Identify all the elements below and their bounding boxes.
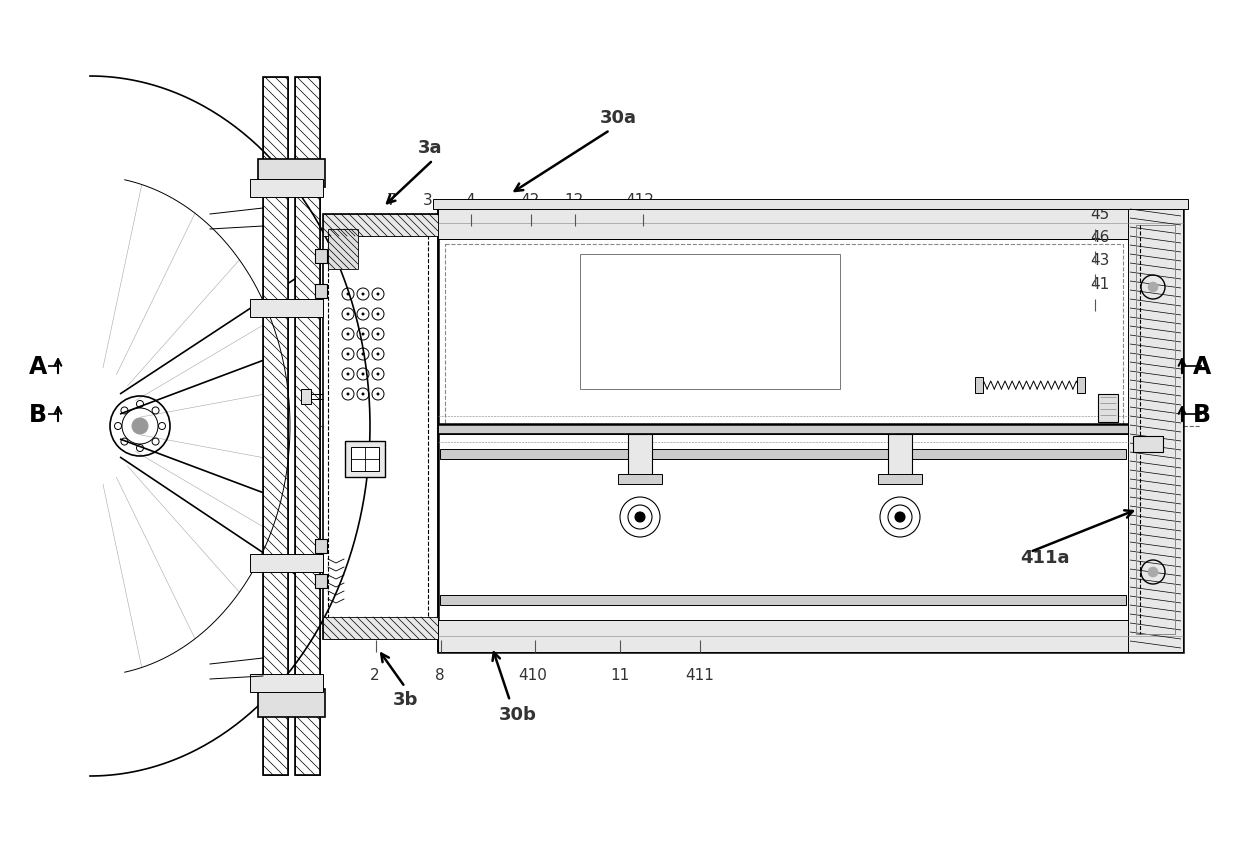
Bar	[433, 200, 1188, 210]
Bar	[438, 208, 1183, 653]
Bar	[322, 618, 438, 639]
Bar	[315, 574, 327, 589]
Bar	[345, 442, 384, 478]
Bar	[888, 434, 911, 479]
Circle shape	[362, 353, 365, 356]
Bar	[250, 180, 322, 198]
Circle shape	[346, 393, 350, 396]
Text: 3: 3	[423, 193, 433, 208]
Circle shape	[346, 373, 350, 376]
Bar	[263, 78, 288, 775]
Text: B: B	[1193, 403, 1211, 426]
Text: 7: 7	[387, 193, 397, 208]
Bar	[1078, 378, 1085, 393]
Circle shape	[362, 334, 365, 336]
Circle shape	[377, 373, 379, 376]
Circle shape	[362, 293, 365, 296]
Bar	[438, 208, 1183, 240]
Text: 43: 43	[1090, 252, 1110, 268]
Text: 410: 410	[518, 667, 547, 682]
Circle shape	[377, 313, 379, 316]
Bar	[329, 229, 358, 270]
Bar	[258, 689, 325, 717]
Bar	[445, 245, 1123, 425]
Text: 8: 8	[435, 667, 445, 682]
Circle shape	[635, 513, 645, 522]
Circle shape	[1148, 567, 1158, 577]
Text: B: B	[29, 403, 47, 426]
Bar	[1128, 208, 1183, 653]
Circle shape	[346, 293, 350, 296]
Bar	[438, 620, 1183, 653]
Bar	[627, 434, 652, 479]
Circle shape	[362, 393, 365, 396]
Circle shape	[895, 513, 905, 522]
Bar	[1097, 395, 1118, 422]
Circle shape	[377, 393, 379, 396]
Bar	[250, 554, 322, 572]
Bar	[322, 215, 438, 237]
Circle shape	[346, 313, 350, 316]
Text: 3a: 3a	[418, 139, 443, 157]
Bar	[438, 425, 1128, 434]
Text: 45: 45	[1090, 206, 1110, 222]
Text: 41: 41	[1090, 276, 1110, 292]
Circle shape	[377, 353, 379, 356]
Text: 411a: 411a	[1021, 548, 1069, 566]
Bar	[315, 285, 327, 299]
Text: 12: 12	[564, 193, 584, 208]
Text: 11: 11	[610, 667, 630, 682]
Bar	[440, 595, 1126, 606]
Circle shape	[362, 373, 365, 376]
Bar	[878, 474, 923, 485]
Bar	[975, 378, 983, 393]
Bar	[301, 390, 311, 404]
Bar	[1133, 437, 1163, 452]
Bar	[250, 674, 322, 692]
Circle shape	[1148, 282, 1158, 293]
Text: A: A	[1193, 355, 1211, 379]
Circle shape	[377, 293, 379, 296]
Bar	[263, 78, 288, 775]
Bar	[315, 539, 327, 554]
Circle shape	[346, 353, 350, 356]
Circle shape	[362, 313, 365, 316]
Text: A: A	[29, 355, 47, 379]
Bar	[618, 474, 662, 485]
Text: 4: 4	[465, 193, 475, 208]
Bar	[438, 425, 1128, 434]
Text: 411: 411	[686, 667, 714, 682]
Bar	[580, 255, 839, 390]
Bar	[315, 250, 327, 264]
Bar	[322, 215, 438, 237]
Text: 42: 42	[521, 193, 539, 208]
Bar	[351, 448, 379, 472]
Bar	[1136, 226, 1176, 635]
Circle shape	[346, 334, 350, 336]
Circle shape	[131, 419, 148, 434]
Text: 3b: 3b	[392, 690, 418, 708]
Bar	[329, 229, 428, 624]
Text: 30a: 30a	[599, 109, 636, 127]
Bar	[258, 160, 325, 188]
Text: 412: 412	[625, 193, 655, 208]
Bar	[250, 299, 322, 317]
Bar	[295, 78, 320, 775]
Bar	[295, 78, 320, 775]
Text: 2: 2	[371, 667, 379, 682]
Text: 30b: 30b	[498, 705, 537, 723]
Bar	[440, 450, 1126, 460]
Text: 46: 46	[1090, 229, 1110, 245]
Bar	[322, 215, 438, 639]
Circle shape	[377, 334, 379, 336]
